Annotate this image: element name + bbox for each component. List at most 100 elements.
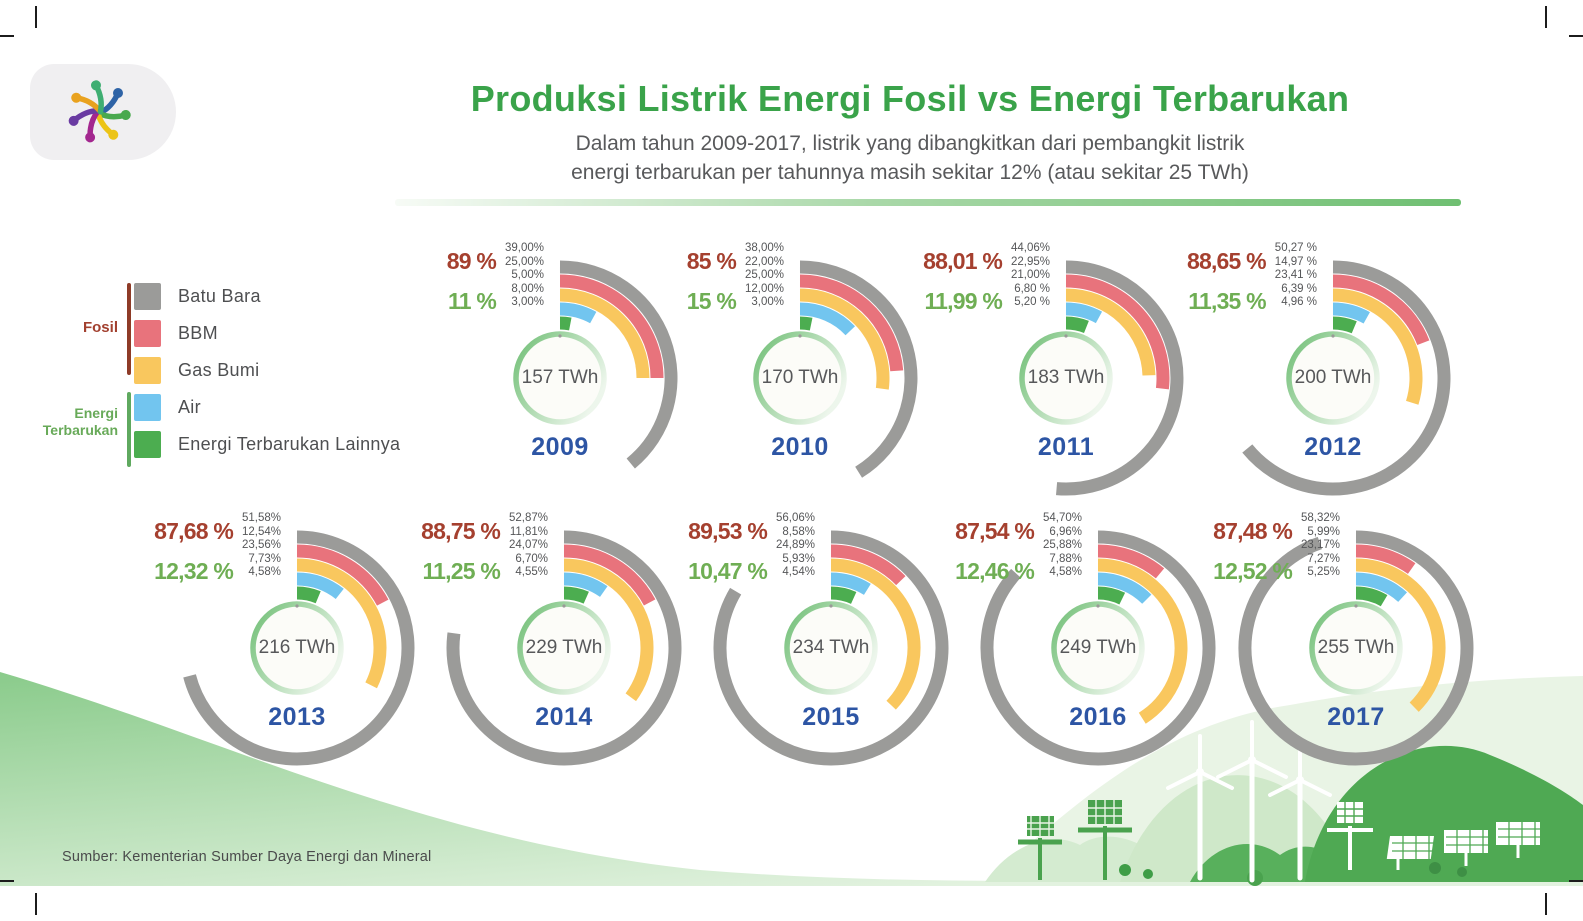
- ring-bbm: [830, 544, 906, 586]
- ring-air: [830, 572, 871, 596]
- gas-bumi-swatch: [134, 357, 161, 384]
- year-label: 2013: [268, 703, 326, 731]
- center-circle: [250, 601, 344, 695]
- bbm-swatch: [134, 320, 161, 347]
- year-label: 2015: [802, 703, 860, 731]
- page-title: Produksi Listrik Energi Fosil vs Energi …: [470, 78, 1350, 119]
- solar-pole-icon: [1018, 816, 1062, 880]
- crop-mark: [0, 35, 14, 37]
- breakdown-value: 4,58%: [1049, 566, 1082, 579]
- ring-air: [1065, 302, 1103, 324]
- donut-chart: 89 % 11 % 39,00% 25,00% 5,00% 8,00% 3,00% 15…: [400, 228, 720, 558]
- donut-chart: 88,01 % 11,99 % 44,06% 22,95% 21,00% 6,80 %…: [906, 228, 1226, 558]
- donut-chart: 89,53 % 10,47 % 56,06% 8,58% 24,89% 5,93% 4,…: [671, 498, 991, 828]
- breakdown-value: 6,39 %: [1281, 282, 1317, 295]
- solar-array-icon: [1444, 830, 1488, 866]
- crop-mark: [35, 6, 37, 28]
- solar-array-icon: [1386, 836, 1434, 870]
- breakdown-value: 58,32%: [1300, 512, 1340, 524]
- legend: Fosil Energi Terbarukan Batu Bara BBM Ga…: [30, 281, 450, 481]
- year-label: 2016: [1069, 703, 1127, 731]
- center-circle: [517, 601, 611, 695]
- total-twh: 183 TWh: [1027, 367, 1105, 388]
- year-label: 2012: [1304, 433, 1362, 461]
- ring-bbm: [296, 544, 389, 606]
- ring-gas-bumi: [1332, 288, 1423, 405]
- breakdown-value: 6,80 %: [1014, 282, 1050, 295]
- breakdown-value: 25,88%: [1042, 539, 1082, 552]
- solar-pole-icon: [1327, 802, 1373, 870]
- fosil-group-bar: [127, 283, 131, 375]
- ring-energi-terbarukan-lainnya: [296, 586, 321, 604]
- green-wave: [0, 672, 1583, 886]
- ring-air: [1355, 572, 1408, 603]
- center-circle: [784, 601, 878, 695]
- total-twh: 229 TWh: [525, 637, 603, 658]
- breakdown-value: 7,73%: [248, 552, 281, 565]
- donut-rings: [1242, 260, 1451, 496]
- source-breakdown: 58,32% 5,99% 23,17% 7,27% 5,25%: [1301, 512, 1340, 580]
- breakdown-value: 23,17%: [1300, 539, 1340, 552]
- share-percentages: 89 % 11 %: [447, 242, 497, 315]
- share-percentages: 88,01 % 11,99 %: [923, 242, 1003, 315]
- total-twh: 234 TWh: [792, 637, 870, 658]
- breakdown-value: 38,00%: [744, 242, 784, 254]
- fossil-percentage: 85 %: [686, 248, 737, 274]
- breakdown-value: 7,27%: [1307, 552, 1340, 565]
- total-twh: 249 TWh: [1059, 637, 1137, 658]
- legend-item-gas-bumi: Gas Bumi: [134, 357, 400, 384]
- chart-labels: 88,01 % 11,99 % 44,06% 22,95% 21,00% 6,80 %…: [923, 242, 1050, 315]
- ring-gas-bumi: [1097, 558, 1188, 724]
- ring-batu-bara: [559, 260, 678, 469]
- legend-item-bbm: BBM: [134, 320, 400, 347]
- legend-item-label: Batu Bara: [178, 286, 261, 306]
- breakdown-value: 54,70%: [1042, 512, 1082, 524]
- share-percentages: 87,48 % 12,52 %: [1213, 512, 1293, 585]
- donut-chart: 87,48 % 12,52 % 58,32% 5,99% 23,17% 7,27% 5,…: [1196, 498, 1516, 828]
- donut-rings: [183, 530, 415, 766]
- wind-turbine-icon: [1166, 734, 1234, 881]
- ring-energi-terbarukan-lainnya: [1355, 586, 1388, 607]
- donut-rings: [1019, 260, 1184, 496]
- breakdown-value: 24,07%: [508, 539, 548, 552]
- renewable-percentage: 12,46 %: [955, 558, 1035, 584]
- breakdown-value: 5,93%: [782, 552, 815, 565]
- breakdown-value: 21,00%: [1010, 269, 1050, 282]
- top-marker-dot: [295, 604, 299, 608]
- ring-air: [1097, 572, 1152, 604]
- renewable-percentage: 12,52 %: [1213, 558, 1293, 584]
- breakdown-value: 7,88%: [1049, 552, 1082, 565]
- year-label: 2017: [1327, 703, 1385, 731]
- logo: [30, 64, 176, 160]
- top-marker-dot: [562, 604, 566, 608]
- ring-bbm: [799, 274, 904, 372]
- renewable-percentage: 11 %: [448, 288, 497, 314]
- renewable-percentage: 11,25 %: [422, 558, 500, 584]
- center-circle: [1019, 331, 1113, 425]
- ring-gas-bumi: [1355, 558, 1446, 712]
- dark-hill: [1305, 745, 1583, 882]
- source-breakdown: 39,00% 25,00% 5,00% 8,00% 3,00%: [505, 242, 544, 310]
- header-divider: [395, 199, 1461, 206]
- ring-gas-bumi: [296, 558, 387, 689]
- top-marker-dot: [1096, 604, 1100, 608]
- ring-batu-bara: [446, 530, 682, 766]
- share-percentages: 89,53 % 10,47 %: [688, 512, 768, 585]
- fosil-group-label: Fosil: [82, 319, 118, 336]
- ring-energi-terbarukan-lainnya: [1097, 586, 1126, 605]
- donut-chart: 87,54 % 12,46 % 54,70% 6,96% 25,88% 7,88% 4,…: [938, 498, 1258, 828]
- breakdown-value: 12,54%: [241, 525, 281, 538]
- source-breakdown: 38,00% 22,00% 25,00% 12,00% 3,00%: [745, 242, 784, 310]
- page-subtitle: Dalam tahun 2009-2017, listrik yang diba…: [320, 129, 1500, 187]
- crop-mark: [1545, 893, 1547, 915]
- donut-rings: [753, 260, 918, 478]
- total-twh: 216 TWh: [258, 637, 336, 658]
- crop-mark: [1569, 880, 1583, 882]
- crop-mark: [35, 893, 37, 915]
- ring-bbm: [1332, 274, 1430, 346]
- legend-item-batu-bara: Batu Bara: [134, 283, 400, 310]
- breakdown-value: 12,00%: [744, 282, 784, 295]
- donut-chart: 88,65 % 11,35 % 50,27 % 14,97 % 23,41 % 6,3…: [1173, 228, 1493, 558]
- terbarukan-group-bar: [127, 392, 131, 467]
